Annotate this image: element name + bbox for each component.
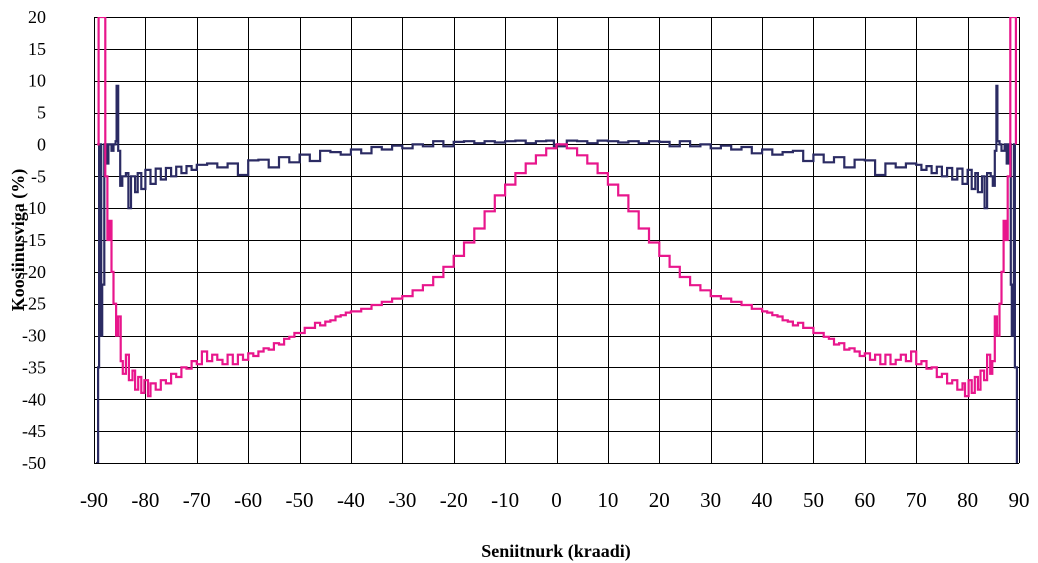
x-tick-label: 0 [551,488,562,512]
x-tick-label: 90 [1009,488,1030,512]
series-line-1 [96,84,1019,463]
x-tick-label: 50 [803,488,824,512]
series-line-2 [97,17,1018,398]
x-tick-label: -60 [234,488,262,512]
x-tick-label: 20 [649,488,670,512]
x-tick-label: 10 [597,488,618,512]
x-tick-label: 40 [752,488,773,512]
x-tick-label: -10 [491,488,519,512]
y-tick-label: -25 [22,294,46,314]
y-tick-label: -15 [22,230,46,250]
y-tick-label: -30 [22,326,46,346]
x-tick-label: 70 [906,488,927,512]
y-tick-label: -20 [22,262,46,282]
x-tick-label: 60 [854,488,875,512]
series-layer [96,17,1019,463]
x-tick-label: -80 [131,488,159,512]
y-tick-label: -45 [22,421,46,441]
y-tick-label: -35 [22,357,46,377]
y-tick-label: 20 [28,7,46,27]
x-tick-label: -90 [80,488,108,512]
y-tick-label: 0 [37,134,46,154]
y-tick-label: -10 [22,198,46,218]
y-axis-tick-labels: 20 15 10 5 0 -5 -10 -15 -20 -25 -30 -35 -40 -45 -50 [22,7,46,473]
x-tick-label: 80 [957,488,978,512]
x-tick-label: 30 [700,488,721,512]
y-tick-label: -50 [22,453,46,473]
x-tick-label: -70 [183,488,211,512]
x-tick-label: -40 [337,488,365,512]
x-tick-label: -50 [286,488,314,512]
grid [94,17,1020,464]
y-tick-label: 10 [28,71,46,91]
x-axis-tick-labels: -90 -80 -70 -60 -50 -40 -30 -20 -10 0 10 20 30 40 50 60… [80,488,1030,512]
y-tick-label: -40 [22,389,46,409]
y-axis-title: Koosiinusviga (%) [8,169,29,312]
y-tick-label: 5 [37,103,46,123]
y-tick-label: -5 [31,166,46,186]
y-tick-label: 15 [28,39,46,59]
x-tick-label: -20 [440,488,468,512]
x-axis-title: Seniitnurk (kraadi) [481,541,631,562]
x-tick-label: -30 [388,488,416,512]
